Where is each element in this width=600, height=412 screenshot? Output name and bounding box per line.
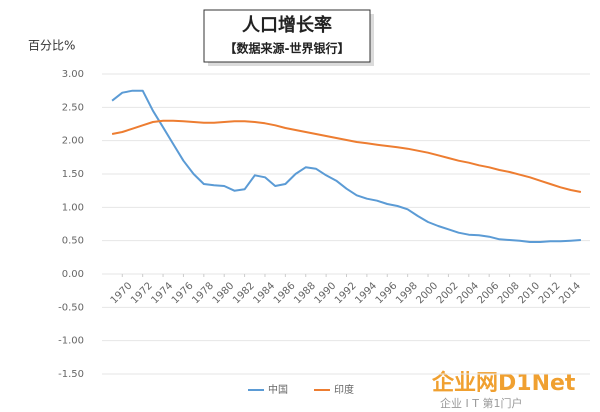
x-tick-label: 2012	[537, 280, 563, 306]
y-tick-label: 0.00	[62, 269, 84, 280]
x-tick-label: 1984	[251, 280, 277, 306]
x-tick-label: 1992	[333, 280, 359, 306]
x-tick-label: 2008	[496, 280, 522, 306]
legend-label: 中国	[268, 383, 288, 396]
series-line	[111, 119, 582, 193]
series-line	[111, 89, 581, 243]
y-tick-label: -1.00	[58, 336, 84, 347]
x-tick-label: 1994	[353, 280, 379, 306]
chart-subtitle: 【数据来源-世界银行】	[225, 41, 350, 56]
y-tick-label: 2.50	[62, 102, 84, 113]
x-tick-label: 1998	[394, 280, 420, 306]
x-tick-label: 1972	[129, 280, 155, 306]
y-tick-label: 1.50	[62, 169, 84, 180]
x-tick-label: 2002	[435, 280, 461, 306]
x-tick-label: 1982	[231, 280, 257, 306]
x-tick-label: 2010	[516, 280, 542, 306]
watermark-sub: 企业 I T 第1门户	[440, 396, 522, 410]
x-tick-label: 2004	[455, 280, 481, 306]
chart-title: 人口增长率	[242, 14, 332, 36]
x-tick-label: 1996	[374, 280, 400, 306]
x-tick-label: 2014	[557, 280, 583, 306]
legend-label: 印度	[334, 383, 354, 396]
x-tick-label: 1978	[190, 280, 216, 306]
x-tick-label: 1974	[150, 280, 176, 306]
x-tick-label: 2000	[414, 280, 440, 306]
y-tick-label: -0.50	[58, 302, 84, 313]
title-box	[203, 9, 371, 63]
x-tick-label: 1986	[272, 280, 298, 306]
x-tick-label: 1970	[109, 280, 135, 306]
y-tick-label: 0.50	[62, 236, 84, 247]
x-tick-label: 1990	[313, 280, 339, 306]
y-tick-label: 1.00	[62, 202, 84, 213]
x-tick-label: 1988	[292, 280, 318, 306]
x-tick-label: 2006	[476, 280, 502, 306]
x-tick-label: 1976	[170, 280, 196, 306]
x-tick-label: 1980	[211, 280, 237, 306]
y-tick-label: -1.50	[58, 369, 84, 380]
y-axis-label: 百分比%	[28, 39, 75, 53]
y-tick-label: 3.00	[62, 69, 84, 80]
y-tick-label: 2.00	[62, 136, 84, 147]
